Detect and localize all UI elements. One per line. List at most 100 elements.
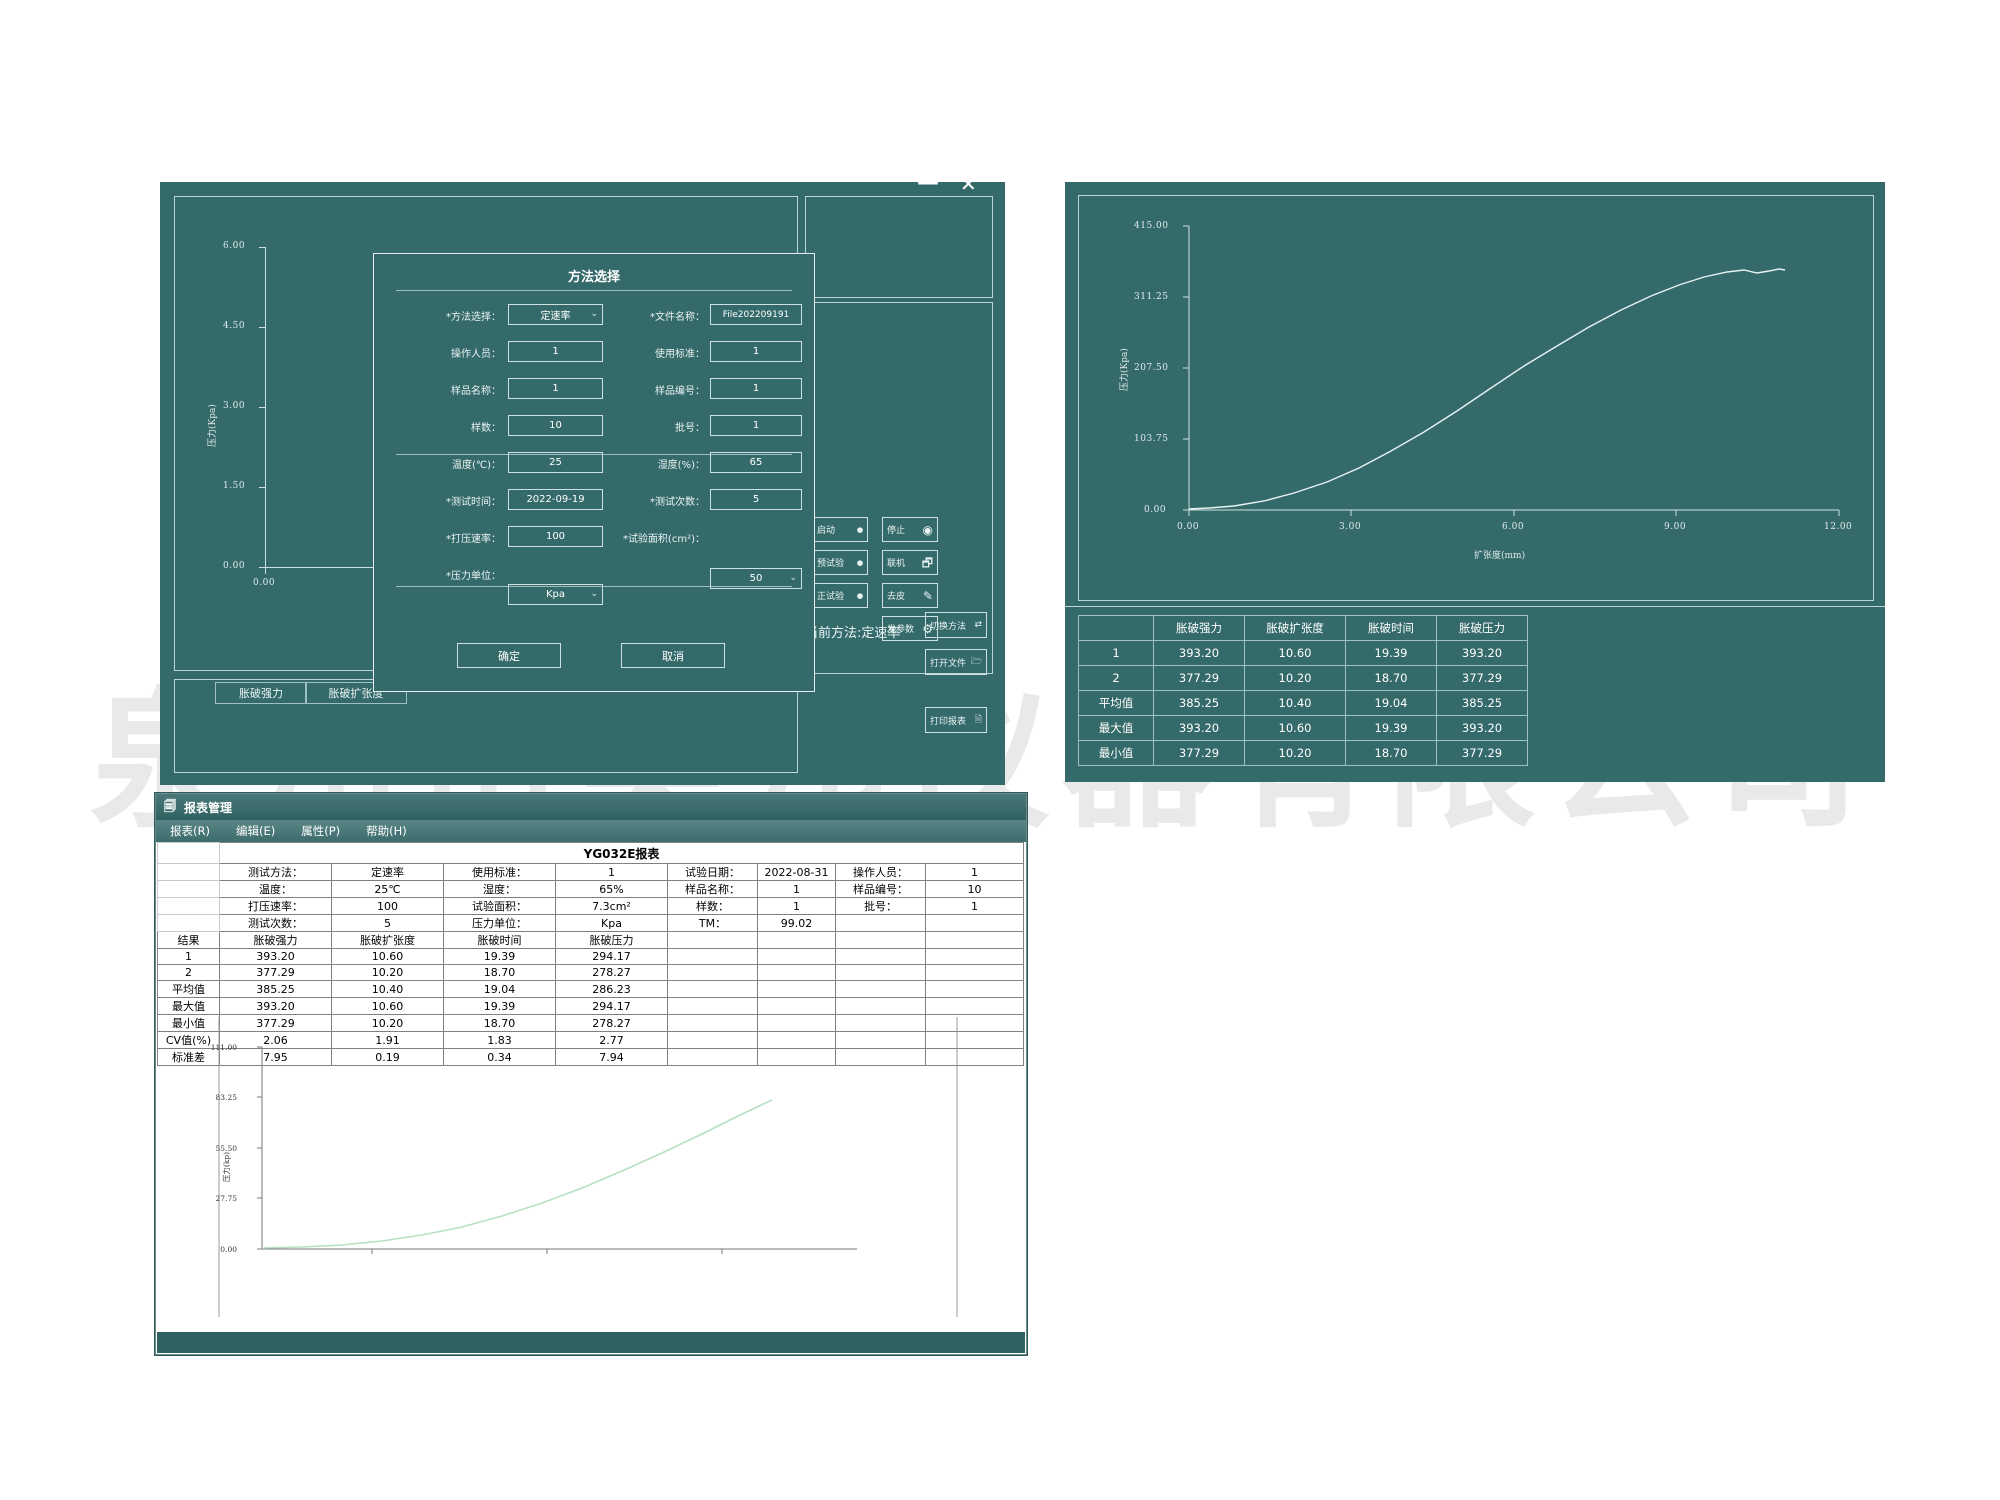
cell: 393.20 [1153,640,1245,666]
table1-header-cell: 胀破扩张度 [305,682,407,704]
cell-empty [667,931,758,949]
table1-header-cell: 胀破强力 [215,682,307,704]
table-row: 1 393.20 10.60 19.39 294.17 [157,948,1025,965]
sample-no-input[interactable]: 1 [710,378,802,399]
pretest-button[interactable]: 预试验 ⏺ [812,550,868,575]
burst-results-table: 胀破强力 胀破扩张度 胀破时间 胀破压力 1 393.20 10.60 19.3… [1078,615,1528,766]
print-report-label: 打印报表 [930,716,967,727]
menu-edit[interactable]: 编辑(E) [235,824,276,838]
sample-name-input[interactable]: 1 [508,378,603,399]
method-select[interactable]: 定速率 ⌄ [508,304,603,325]
report-title-row: YG032E报表 [157,842,1025,864]
menu-help[interactable]: 帮助(H) [366,824,407,838]
switch-method-button[interactable]: 切换方法 ⇄ [925,612,987,638]
cell: 0.19 [331,1048,444,1066]
svg-text:压力(kp): 压力(kp) [221,1152,231,1182]
chart1-ytick-label: 3.00 [223,401,246,411]
start-button[interactable]: 启动 ⏺ [812,517,868,542]
operator-input[interactable]: 1 [508,341,603,362]
menu-report[interactable]: 报表(R) [170,824,210,838]
cell: 393.20 [1436,640,1528,666]
label-pressure-rate: 打压速率： [219,897,332,915]
report-info-row: 温度： 25℃ 湿度： 65% 样品名称： 1 样品编号： 10 [157,880,1025,898]
close-icon[interactable]: ✕ [960,172,977,196]
send-params-button[interactable]: 发参数 ⚙ [882,616,938,641]
cell-empty [924,914,1025,932]
connect-button[interactable]: 联机 🗗 [882,550,938,575]
rescol-header-pressure: 胀破压力 [555,931,668,949]
chart1-y-axis-label: 压力(Kpa) [208,404,218,447]
document-icon: 🗎 [974,715,982,725]
table-row: 最大值 393.20 10.60 19.39 294.17 [157,997,1025,1015]
sample-count-input[interactable]: 10 [508,415,603,436]
cell-empty [757,964,836,981]
cell-empty [757,931,836,949]
field-label-standard: 使用标准： [655,349,705,360]
dialog-divider-bottom [396,586,792,587]
chart2-ytick-label: 415.00 [1134,221,1169,231]
app-logo-icon: 🗐 [164,798,176,813]
batch-no-input[interactable]: 1 [710,415,802,436]
cell-empty [835,980,926,998]
test-time-input[interactable]: 2022-09-19 [508,489,603,510]
label-sample-no: 样品编号： [835,880,926,898]
cell: 10.60 [331,948,444,965]
maintest-button[interactable]: 正试验 ⏺ [812,583,868,608]
standard-input[interactable]: 1 [710,341,802,362]
pressure-unit-select[interactable]: Kpa ⌄ [508,584,603,605]
report-sheet[interactable]: YG032E报表 测试方法： 定速率 使用标准： 1 试验日期： 2022-08… [157,842,1025,1332]
tare-button[interactable]: 去皮 ✎ [882,583,938,608]
field-label-file-name: *文件名称： [650,312,705,323]
pressure-rate-input[interactable]: 100 [508,526,603,547]
report-statusbar [157,1332,1025,1353]
cell: 10.20 [1244,740,1346,766]
cell: 最大值 [1078,715,1154,741]
ok-button[interactable]: 确定 [457,643,561,668]
cell-empty [757,948,836,965]
svg-text:0.00: 0.00 [220,1245,237,1254]
cell: 294.17 [555,948,668,965]
value-pressure-rate: 100 [331,897,444,915]
cell: 1.83 [443,1031,556,1049]
cell: 平均值 [1078,690,1154,716]
cell: 385.25 [219,980,332,998]
cell: 10.60 [331,997,444,1015]
test-area-select[interactable]: 50 ⌄ [710,568,802,589]
cell: 278.27 [555,964,668,981]
play-circle-icon: ⏺ [856,588,863,603]
col-header-strength: 胀破强力 [1153,615,1245,641]
cancel-button[interactable]: 取消 [621,643,725,668]
print-report-button[interactable]: 打印报表 🗎 [925,707,987,733]
stop-button[interactable]: 停止 ◉ [882,517,938,542]
file-name-input[interactable]: File202209191 [710,304,802,325]
field-label-sample-name: 样品名称： [451,386,501,397]
chart2-ytick-label: 207.50 [1134,363,1169,373]
temperature-input[interactable]: 25 [508,452,603,473]
cell-blank [157,880,220,898]
cell: 1 [157,948,220,965]
minimize-icon[interactable]: — [917,170,939,195]
value-temperature: 25℃ [331,880,444,898]
play-circle-icon: ⏺ [856,522,863,537]
report-heading: YG032E报表 [218,842,1025,864]
svg-text:55.50: 55.50 [216,1144,238,1153]
right-panel-top [805,196,993,298]
cell-empty [667,964,758,981]
switch-method-label: 切换方法 [930,621,967,632]
cell: 19.39 [1345,640,1437,666]
table-row: 最小值 377.29 10.20 18.70 278.27 [157,1014,1025,1032]
menu-properties[interactable]: 属性(P) [301,824,341,838]
report-results-header-row: 结果 胀破强力 胀破扩张度 胀破时间 胀破压力 [157,931,1025,949]
value-test-area: 7.3cm² [555,897,668,915]
chart2-y-axis-label: 压力(Kpa) [1120,348,1130,391]
tare-label: 去皮 [887,592,906,602]
chevron-down-icon: ⌄ [590,589,598,599]
humidity-input[interactable]: 65 [710,452,802,473]
table-row: 2 377.29 10.20 18.70 278.27 [157,964,1025,981]
chart1-xtick [265,567,266,574]
open-file-label: 打开文件 [930,658,967,669]
open-file-button[interactable]: 打开文件 🗁 [925,649,987,675]
test-count-input[interactable]: 5 [710,489,802,510]
graph-window-divider [1065,606,1885,607]
chevron-down-icon: ⌄ [590,309,598,319]
